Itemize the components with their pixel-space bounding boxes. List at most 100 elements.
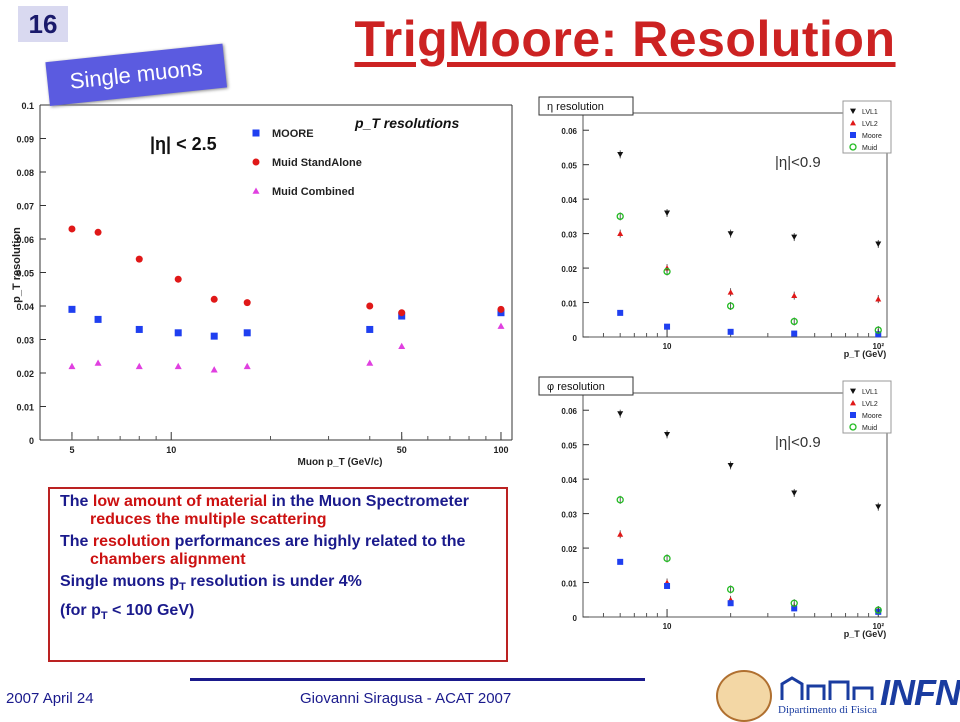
point-moore xyxy=(617,558,624,565)
x-tick-label: 10² xyxy=(872,622,884,631)
y-tick-label: 0.09 xyxy=(16,135,34,145)
y-tick-label: 0 xyxy=(573,614,578,623)
point-moore xyxy=(68,305,76,313)
legend-marker-moore xyxy=(850,412,856,418)
legend-label: LVL2 xyxy=(862,401,878,408)
legend-label: Muid xyxy=(862,145,877,152)
point-muid-combined xyxy=(497,322,505,329)
x-tick-label: 10² xyxy=(872,342,884,351)
university-seal-logo xyxy=(716,670,772,722)
point-muid-combined xyxy=(135,362,143,370)
footer-divider xyxy=(190,678,645,681)
legend-label: LVL1 xyxy=(862,389,878,396)
summary-line-pt-range: (for pT < 100 GeV) xyxy=(60,602,195,623)
x-tick-label: 10 xyxy=(663,622,672,631)
eta-resolution-chart: 0 0.01 0.02 0.03 0.04 0.05 0.06 10 10² η resoluti… xyxy=(538,96,892,359)
point-muid-combined xyxy=(68,362,76,370)
legend-label: MOORE xyxy=(272,128,314,140)
y-tick-label: 0.05 xyxy=(561,162,577,171)
point-muid-standalone xyxy=(135,255,143,263)
legend-marker-lvl1 xyxy=(850,108,856,114)
chart-title: φ resolution xyxy=(547,381,605,393)
point-lvl1 xyxy=(617,411,624,417)
eta-range-annotation: |η| < 2.5 xyxy=(150,134,217,154)
legend-label: Moore xyxy=(862,133,882,140)
physics-department-label: Dipartimento di Fisica xyxy=(778,704,877,716)
chart-title-box xyxy=(538,376,634,396)
point-lvl2 xyxy=(617,531,624,537)
point-muid-combined xyxy=(210,366,218,373)
legend-label: Muid StandAlone xyxy=(272,157,362,169)
point-muid xyxy=(616,212,624,221)
main-pt-resolution-chart: 0 0.01 0.02 0.03 0.04 0.05 0.06 0.07 0.08 0.09 0.1… xyxy=(11,101,513,468)
point-moore xyxy=(94,315,102,323)
x-axis-label: p_T (GeV) xyxy=(844,349,887,359)
x-tick-label: 5 xyxy=(69,445,74,455)
y-tick-label: 0.04 xyxy=(16,302,34,312)
point-moore xyxy=(664,582,671,589)
legend-label: Muid Combined xyxy=(272,186,355,198)
y-tick-label: 0.02 xyxy=(561,265,577,274)
chart-title: η resolution xyxy=(547,101,604,113)
y-tick-label: 0.04 xyxy=(561,196,577,205)
legend-marker-moore xyxy=(252,129,260,137)
y-tick-label: 0.06 xyxy=(561,127,577,136)
chart-title: p_T resolutions xyxy=(354,115,459,131)
x-tick-label: 10 xyxy=(166,445,176,455)
infn-logo: INFN xyxy=(880,672,960,713)
y-tick-label: 0.05 xyxy=(16,269,34,279)
y-tick-label: 0 xyxy=(573,334,578,343)
footer-date: 2007 April 24 xyxy=(6,690,94,707)
point-muid-standalone xyxy=(210,295,218,303)
legend-marker-moore xyxy=(850,132,856,138)
point-muid-combined xyxy=(94,359,102,366)
slide-title: TrigMoore: Resolution xyxy=(354,11,896,67)
point-lvl1 xyxy=(791,234,798,241)
legend-marker-muid-combined xyxy=(252,187,260,194)
point-moore xyxy=(174,329,182,337)
legend-label: LVL2 xyxy=(862,121,878,128)
point-muid-standalone xyxy=(68,225,76,233)
point-moore xyxy=(366,325,374,333)
point-muid xyxy=(663,554,671,563)
y-tick-label: 0.07 xyxy=(16,202,34,212)
point-lvl2 xyxy=(727,289,734,295)
x-tick-label: 50 xyxy=(397,445,407,455)
point-muid xyxy=(790,317,798,326)
point-muid-combined xyxy=(243,362,251,370)
legend-label: LVL1 xyxy=(862,109,878,116)
point-muid-standalone xyxy=(174,275,182,283)
y-tick-label: 0.06 xyxy=(561,407,577,416)
y-tick-label: 0.01 xyxy=(561,580,577,589)
point-muid-standalone xyxy=(94,228,102,236)
eta-range-annotation: |η|<0.9 xyxy=(775,434,821,451)
y-tick-label: 0.02 xyxy=(16,369,34,379)
point-muid xyxy=(663,267,671,276)
legend-label: Moore xyxy=(862,413,882,420)
y-tick-label: 0.1 xyxy=(21,101,34,111)
y-tick-label: 0 xyxy=(29,436,34,446)
eta-range-annotation: |η|<0.9 xyxy=(775,154,821,171)
point-lvl2 xyxy=(791,292,798,299)
point-moore xyxy=(664,323,671,330)
y-tick-label: 0.05 xyxy=(561,442,577,451)
point-lvl2 xyxy=(875,296,882,302)
point-muid-standalone xyxy=(398,309,406,317)
point-lvl1 xyxy=(617,151,624,158)
y-tick-label: 0.01 xyxy=(16,403,34,413)
y-tick-label: 0.03 xyxy=(16,336,34,346)
point-muid xyxy=(790,599,798,607)
x-tick-label: 100 xyxy=(493,445,508,455)
plot-frame xyxy=(582,112,888,338)
point-lvl1 xyxy=(875,241,882,247)
summary-line-under-4pct: Single muons pT resolution is under 4% xyxy=(60,573,362,594)
point-muid-combined xyxy=(398,342,406,349)
point-muid xyxy=(726,585,735,594)
physics-department-logo xyxy=(780,676,874,700)
summary-line-alignment: The resolution performances are highly r… xyxy=(60,533,466,568)
slide-number: 16 xyxy=(18,6,68,42)
phi-resolution-chart: 0 0.01 0.02 0.03 0.04 0.05 0.06 10 10² φ resoluti… xyxy=(538,376,892,639)
point-moore xyxy=(135,325,143,333)
plot-frame xyxy=(582,392,888,618)
point-lvl1 xyxy=(791,490,798,496)
